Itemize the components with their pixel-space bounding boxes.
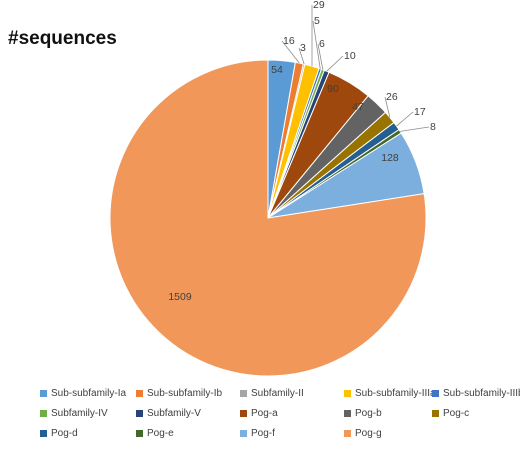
data-label-pog-d: 17 xyxy=(414,106,426,118)
legend-item-pog-d: Pog-d xyxy=(40,428,78,439)
data-label-pog-g: 1509 xyxy=(168,291,192,303)
legend-label: Subfamily-II xyxy=(251,388,304,399)
legend-swatch xyxy=(344,390,351,397)
data-label-sub-subfamily-iiia: 29 xyxy=(313,0,325,11)
legend-item-sub-subfamily-iiib: Sub-subfamily-IIIb xyxy=(432,388,520,399)
data-label-sub-subfamily-ib: 16 xyxy=(283,35,295,47)
pie-chart: 54 16 3 29 5 6 10 90 47 26 17 8 128 1509 xyxy=(109,0,436,377)
legend-swatch xyxy=(344,430,351,437)
leader-line-sub-subfamily-iiib xyxy=(312,20,321,69)
leader-line-subfamily-v xyxy=(326,55,344,72)
legend-item-subfamily-iv: Subfamily-IV xyxy=(40,408,108,419)
leader-line-pog-e xyxy=(400,126,430,132)
legend-item-pog-g: Pog-g xyxy=(344,428,382,439)
legend-swatch xyxy=(432,390,439,397)
data-label-pog-a: 90 xyxy=(327,83,339,95)
legend-swatch xyxy=(344,410,351,417)
leader-line-pog-d xyxy=(396,111,414,127)
legend-swatch xyxy=(136,410,143,417)
legend-item-sub-subfamily-iiia: Sub-subfamily-IIIa xyxy=(344,388,436,399)
legend-item-subfamily-v: Subfamily-V xyxy=(136,408,201,419)
data-label-sub-subfamily-iiib: 5 xyxy=(314,15,320,27)
legend-swatch xyxy=(240,430,247,437)
legend-item-pog-f: Pog-f xyxy=(240,428,275,439)
data-label-pog-f: 128 xyxy=(381,152,399,164)
legend-item-pog-b: Pog-b xyxy=(344,408,382,419)
legend-swatch xyxy=(240,390,247,397)
legend-label: Subfamily-IV xyxy=(51,408,108,419)
leader-line-subfamily-ii xyxy=(298,47,305,65)
legend-label: Pog-e xyxy=(147,428,174,439)
legend-item-subfamily-ii: Subfamily-II xyxy=(240,388,304,399)
legend-swatch xyxy=(136,430,143,437)
legend-label: Pog-c xyxy=(443,408,470,419)
legend-row: Pog-d Pog-e Pog-f Pog-g xyxy=(40,428,510,448)
legend: Sub-subfamily-Ia Sub-subfamily-Ib Subfamil… xyxy=(40,388,520,448)
pie-slice-pog-g xyxy=(109,59,427,377)
data-label-pog-b: 47 xyxy=(352,101,364,113)
legend-label: Pog-f xyxy=(251,428,275,439)
pie-slices xyxy=(109,59,427,377)
legend-swatch xyxy=(40,430,47,437)
legend-label: Pog-b xyxy=(355,408,382,419)
legend-label: Pog-a xyxy=(251,408,278,419)
legend-label: Pog-d xyxy=(51,428,78,439)
legend-item-sub-subfamily-ib: Sub-subfamily-Ib xyxy=(136,388,222,399)
data-label-subfamily-iv: 6 xyxy=(319,38,325,50)
data-label-pog-c: 26 xyxy=(386,91,398,103)
legend-swatch xyxy=(432,410,439,417)
data-label-pog-e: 8 xyxy=(430,121,436,133)
legend-label: Subfamily-V xyxy=(147,408,201,419)
chart-title: #sequences xyxy=(8,28,117,49)
legend-swatch xyxy=(40,390,47,397)
legend-row: Sub-subfamily-Ia Sub-subfamily-Ib Subfamil… xyxy=(40,388,520,408)
legend-label: Sub-subfamily-IIIa xyxy=(355,388,436,399)
leader-line-pog-c xyxy=(384,96,391,118)
leader-lines xyxy=(281,5,430,132)
data-label-subfamily-v: 10 xyxy=(344,50,356,62)
legend-swatch xyxy=(136,390,143,397)
legend-label: Sub-subfamily-Ia xyxy=(51,388,127,399)
leader-line-subfamily-iv xyxy=(317,43,324,70)
legend-item-sub-subfamily-ia: Sub-subfamily-Ia xyxy=(40,388,126,399)
legend-label: Sub-subfamily-Ib xyxy=(147,388,223,399)
legend-label: Pog-g xyxy=(355,428,382,439)
legend-item-pog-a: Pog-a xyxy=(240,408,278,419)
leader-line-sub-subfamily-ib xyxy=(281,40,300,64)
data-label-subfamily-ii: 3 xyxy=(300,42,306,54)
legend-label: Sub-subfamily-IIIb xyxy=(443,388,520,399)
legend-row: Subfamily-IV Subfamily-V Pog-a Pog-b Pog-c xyxy=(40,408,510,428)
legend-item-pog-e: Pog-e xyxy=(136,428,174,439)
legend-swatch xyxy=(40,410,47,417)
data-label-sub-subfamily-ia: 54 xyxy=(271,64,283,76)
legend-item-pog-c: Pog-c xyxy=(432,408,469,419)
legend-swatch xyxy=(240,410,247,417)
data-labels: 54 16 3 29 5 6 10 90 47 26 17 8 128 1509 xyxy=(168,0,436,303)
